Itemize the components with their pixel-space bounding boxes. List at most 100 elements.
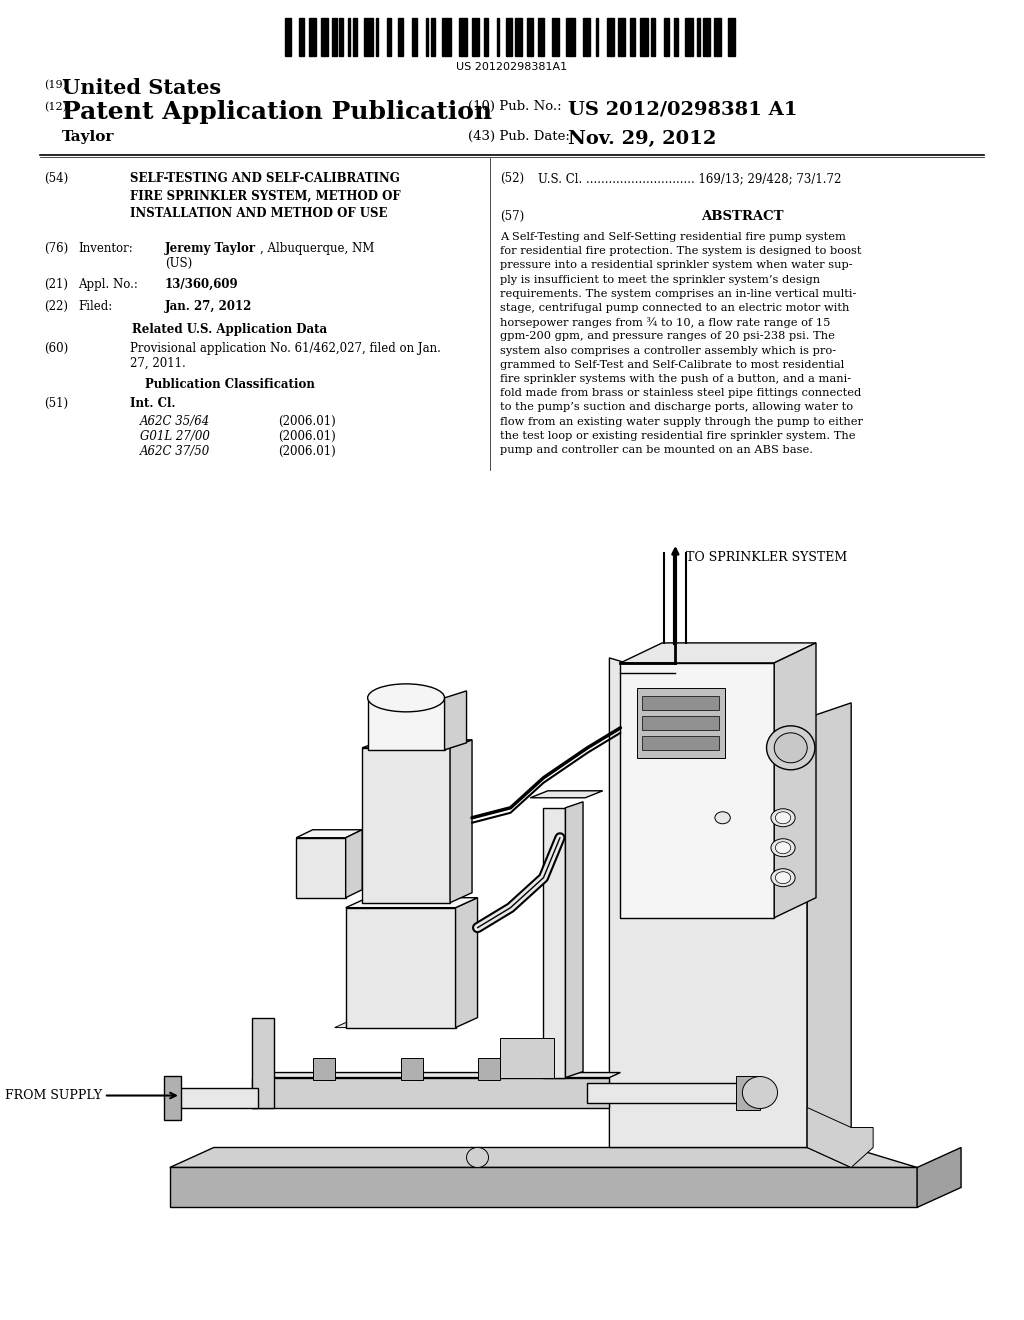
Text: Jeremy Taylor: Jeremy Taylor (165, 242, 256, 255)
Polygon shape (444, 690, 467, 750)
Bar (472, 18, 478, 55)
Text: 27, 2011.: 27, 2011. (130, 356, 185, 370)
Text: pressure into a residential sprinkler system when water sup-: pressure into a residential sprinkler sy… (500, 260, 853, 271)
Bar (606, 18, 613, 55)
Text: (43) Pub. Date:: (43) Pub. Date: (468, 129, 570, 143)
Text: Filed:: Filed: (78, 300, 113, 313)
Bar (631, 18, 635, 55)
Bar (702, 18, 710, 55)
Polygon shape (362, 739, 472, 748)
Bar (642, 696, 719, 710)
Bar (348, 18, 350, 55)
Bar (664, 18, 670, 55)
Bar (365, 18, 373, 55)
Polygon shape (565, 801, 583, 1077)
Text: to the pump’s suction and discharge ports, allowing water to: to the pump’s suction and discharge port… (500, 403, 853, 412)
Polygon shape (346, 830, 362, 898)
Text: Publication Classification: Publication Classification (145, 378, 315, 391)
Circle shape (742, 1077, 777, 1109)
Polygon shape (252, 1073, 621, 1077)
Bar (552, 18, 559, 55)
Text: horsepower ranges from ¾ to 10, a flow rate range of 15: horsepower ranges from ¾ to 10, a flow r… (500, 317, 830, 327)
Bar (397, 18, 403, 55)
Polygon shape (774, 643, 816, 917)
Polygon shape (807, 702, 851, 1167)
Ellipse shape (715, 812, 730, 824)
Text: , Albuquerque, NM: , Albuquerque, NM (260, 242, 375, 255)
Ellipse shape (368, 684, 444, 711)
Text: (10) Pub. No.:: (10) Pub. No.: (468, 100, 561, 114)
Polygon shape (170, 1147, 918, 1167)
Polygon shape (456, 898, 477, 1027)
Polygon shape (252, 1077, 609, 1107)
Bar (640, 18, 648, 55)
Ellipse shape (775, 842, 791, 854)
Text: G01L 27/00: G01L 27/00 (140, 430, 210, 444)
Polygon shape (335, 1018, 467, 1027)
Circle shape (467, 1147, 488, 1167)
Text: U.S. Cl. ............................. 169/13; 29/428; 73/1.72: U.S. Cl. ............................. 1… (538, 172, 842, 185)
Bar (299, 18, 304, 55)
Text: (51): (51) (44, 397, 69, 411)
Text: 13/360,609: 13/360,609 (165, 279, 239, 290)
Bar (728, 18, 735, 55)
Text: (2006.01): (2006.01) (278, 445, 336, 458)
Text: (60): (60) (44, 342, 69, 355)
Text: (12): (12) (44, 102, 67, 112)
Text: Related U.S. Application Data: Related U.S. Application Data (132, 323, 328, 337)
Text: US 20120298381A1: US 20120298381A1 (457, 62, 567, 73)
Bar (637, 688, 725, 758)
Text: for residential fire protection. The system is designed to boost: for residential fire protection. The sys… (500, 247, 861, 256)
Ellipse shape (771, 869, 795, 887)
Bar (459, 18, 467, 55)
Polygon shape (296, 838, 346, 898)
Bar (426, 18, 428, 55)
Polygon shape (252, 1018, 274, 1107)
Bar (515, 18, 522, 55)
Text: (54): (54) (44, 172, 69, 185)
Bar (353, 18, 357, 55)
Bar (527, 18, 532, 55)
Bar (339, 18, 343, 55)
Polygon shape (544, 808, 565, 1077)
Polygon shape (346, 898, 477, 908)
Text: United States: United States (62, 78, 221, 98)
Text: ABSTRACT: ABSTRACT (700, 210, 783, 223)
Polygon shape (164, 1076, 181, 1119)
Bar (431, 18, 435, 55)
Bar (497, 18, 500, 55)
Bar (477, 1057, 500, 1080)
Bar (714, 18, 721, 55)
Text: Jan. 27, 2012: Jan. 27, 2012 (165, 300, 252, 313)
Ellipse shape (774, 733, 807, 763)
Bar (376, 18, 378, 55)
Text: Taylor: Taylor (62, 129, 115, 144)
Text: flow from an existing water supply through the pump to either: flow from an existing water supply throu… (500, 417, 863, 426)
Bar (617, 18, 625, 55)
Bar (387, 18, 391, 55)
Polygon shape (346, 908, 456, 1027)
Bar (308, 18, 315, 55)
Text: system also comprises a controller assembly which is pro-: system also comprises a controller assem… (500, 346, 837, 355)
Text: (76): (76) (44, 242, 69, 255)
Bar (736, 1076, 760, 1110)
Polygon shape (500, 1038, 554, 1077)
Polygon shape (621, 663, 774, 917)
Polygon shape (451, 739, 472, 903)
Polygon shape (296, 830, 362, 838)
Text: ply is insufficient to meet the sprinkler system’s design: ply is insufficient to meet the sprinkle… (500, 275, 820, 285)
Text: (52): (52) (500, 172, 524, 185)
Text: (US): (US) (165, 257, 193, 271)
Bar (412, 18, 418, 55)
Text: Int. Cl.: Int. Cl. (130, 397, 175, 411)
Ellipse shape (771, 809, 795, 826)
Bar (596, 18, 598, 55)
Bar (285, 18, 291, 55)
Polygon shape (621, 643, 816, 663)
Text: stage, centrifugal pump connected to an electric motor with: stage, centrifugal pump connected to an … (500, 304, 849, 313)
Bar (400, 1057, 423, 1080)
Text: the test loop or existing residential fire sprinkler system. The: the test loop or existing residential fi… (500, 430, 855, 441)
Polygon shape (530, 791, 603, 797)
Bar (312, 1057, 335, 1080)
Text: Provisional application No. 61/462,027, filed on Jan.: Provisional application No. 61/462,027, … (130, 342, 441, 355)
